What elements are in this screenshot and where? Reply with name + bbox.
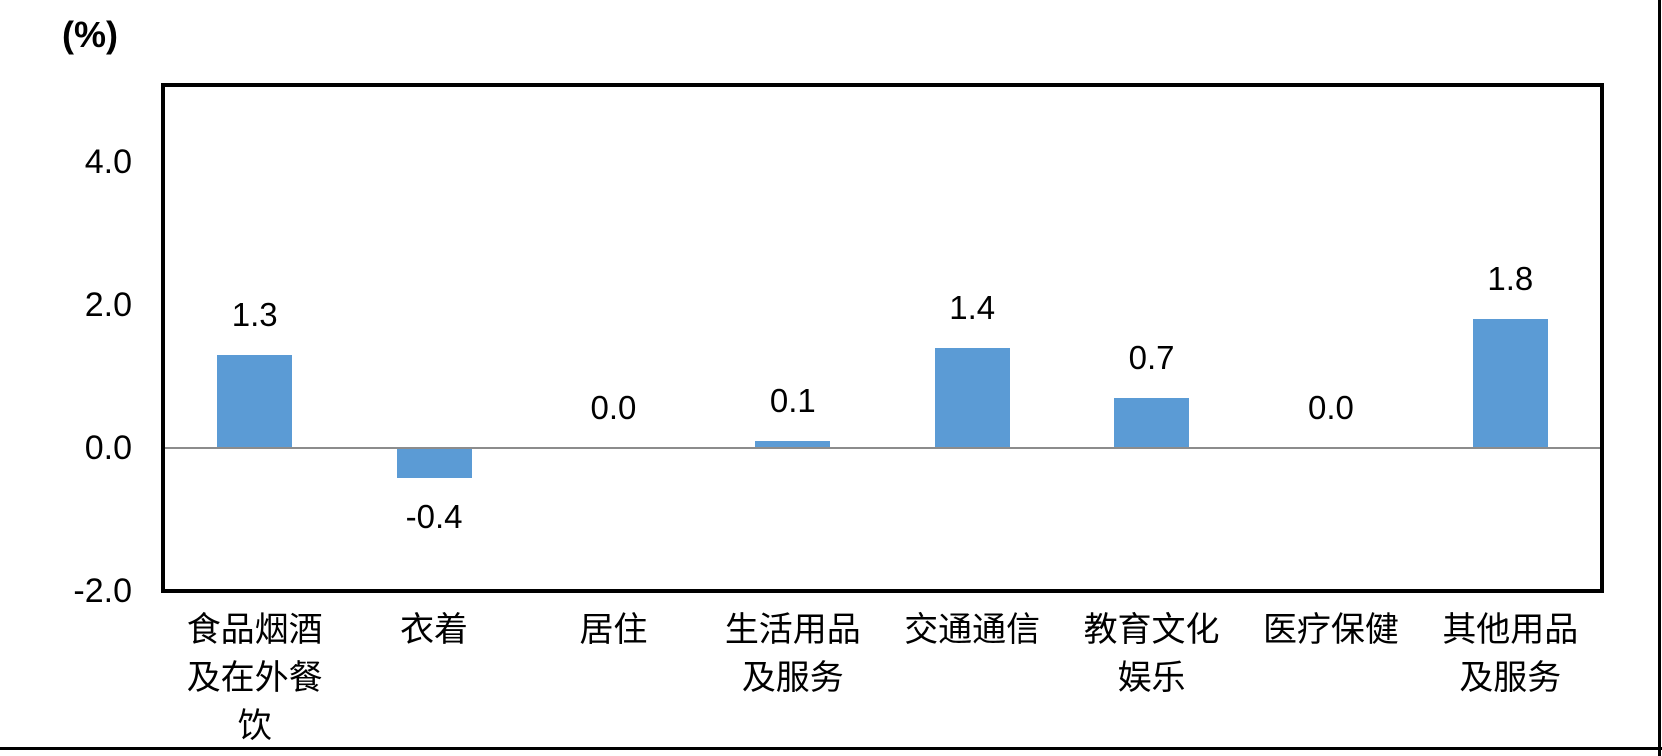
y-tick-label: 0.0	[84, 429, 132, 467]
bar-value-label: 0.0	[590, 389, 637, 426]
bar-value-label: 0.0	[1308, 389, 1354, 426]
bar	[217, 355, 293, 448]
bar	[755, 440, 831, 448]
bar	[934, 347, 1010, 448]
image-bottom-border	[0, 747, 1662, 750]
bar-value-label: 1.8	[1487, 260, 1534, 298]
y-tick-label: 2.0	[84, 286, 132, 324]
category-label: 食品烟酒 及在外餐 饮	[186, 611, 323, 745]
bar	[1114, 397, 1190, 448]
category-label: 衣着	[400, 611, 469, 649]
y-tick-label: 4.0	[84, 143, 132, 181]
zero-axis-line	[165, 447, 1600, 449]
image-right-border	[1658, 0, 1661, 756]
category-label: 交通通信	[904, 611, 1041, 649]
y-axis-unit-label: (%)	[62, 14, 118, 55]
bar	[1472, 319, 1548, 448]
category-label: 教育文化 娱乐	[1083, 611, 1220, 697]
category-label: 其他用品 及服务	[1442, 611, 1579, 697]
bar-value-label: 1.3	[231, 296, 278, 334]
category-label: 医疗保健	[1262, 611, 1399, 649]
bar	[396, 449, 472, 478]
category-label: 生活用品 及服务	[724, 611, 861, 697]
bar-value-label: -0.4	[405, 497, 463, 535]
plot-area: 1.3 -0.4 0.0 0.1 1.4 0.7 0.0 1.8	[161, 83, 1604, 593]
bar-value-label: 0.7	[1128, 338, 1175, 376]
y-tick-label: -2.0	[73, 572, 132, 610]
category-label: 居住	[579, 611, 648, 649]
bar-value-label: 1.4	[949, 288, 996, 326]
bar-value-label: 0.1	[769, 381, 816, 419]
